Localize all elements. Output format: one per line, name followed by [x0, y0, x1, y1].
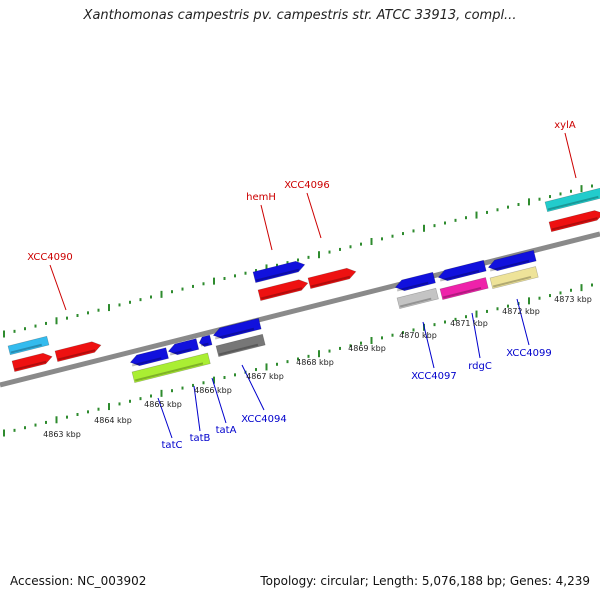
- accession-label: Accession: NC_003902: [10, 574, 147, 588]
- gene-label-tatA: tatA: [216, 425, 237, 436]
- feature-xcc4097-cds: [396, 287, 439, 310]
- gene-label-xcc4094-leader: [241, 364, 265, 411]
- feature-xcc4094-cds: [215, 333, 266, 358]
- gene-label-tatB: tatB: [190, 433, 211, 444]
- kbp-label: 4868 kbp: [296, 358, 334, 367]
- gene-label-xylA-leader: [564, 132, 577, 179]
- gene-label-xcc4097-leader: [422, 321, 435, 369]
- kbp-label: 4870 kbp: [399, 331, 437, 340]
- gene-label-xcc4090-leader: [49, 264, 67, 311]
- feature-xcc4089-cds: [11, 352, 53, 373]
- gene-label-xcc4099-leader: [516, 298, 530, 346]
- gene-label-tatB-leader: [193, 385, 201, 432]
- gene-label-xcc4094: XCC4094: [241, 414, 287, 425]
- feature-xylA-cds: [548, 210, 600, 233]
- feature-rdgC: [437, 259, 487, 282]
- feature-xcc4099-cds: [489, 266, 539, 290]
- gene-label-xcc4097: XCC4097: [411, 371, 457, 382]
- gene-label-tatC: tatC: [162, 440, 183, 451]
- gene-label-hemH: hemH: [246, 192, 276, 203]
- gene-labels: XCC4090 hemH XCC4096 xylA tatC tatB tatA XCC409…: [27, 120, 577, 451]
- kbp-label: 4873 kbp: [554, 295, 592, 304]
- gene-label-xylA: xylA: [554, 120, 576, 131]
- kbp-label: 4871 kbp: [450, 319, 488, 328]
- kbp-label: 4867 kbp: [246, 372, 284, 381]
- topology-label: Topology: circular; Length: 5,076,188 bp…: [260, 574, 590, 588]
- upper-tick-track: [3, 184, 593, 338]
- feature-xcc4090-cds: [54, 341, 102, 363]
- feature-xcc4099: [487, 249, 537, 272]
- feature-xcc4094: [212, 317, 262, 340]
- feature-xcc4089: [7, 335, 50, 356]
- gene-features: [7, 186, 600, 384]
- genome-title: Xanthomonas campestris pv. campestris st…: [83, 8, 517, 23]
- feature-xylA: [544, 186, 600, 213]
- gene-label-xcc4090: XCC4090: [27, 252, 73, 263]
- feature-tatB: [167, 338, 200, 356]
- feature-rdgC-cds: [439, 277, 489, 301]
- kbp-label: 4866 kbp: [194, 386, 232, 395]
- kbp-label: 4865 kbp: [144, 400, 182, 409]
- gene-label-rdgC: rdgC: [468, 361, 492, 372]
- gene-label-rdgC-leader: [471, 312, 481, 359]
- feature-xcc4096-cds: [307, 267, 357, 290]
- feature-tatC-cds: [131, 352, 211, 384]
- gene-label-tatC-leader: [157, 397, 173, 439]
- gene-label-xcc4096-leader: [306, 192, 322, 239]
- feature-hemH-cds: [257, 279, 309, 302]
- kbp-label: 4863 kbp: [43, 430, 81, 439]
- gene-label-tatA-leader: [211, 377, 227, 424]
- gene-label-xcc4099: XCC4099: [506, 348, 552, 359]
- gene-label-hemH-leader: [260, 204, 273, 251]
- feature-tatC: [129, 347, 169, 367]
- feature-xcc4097: [394, 271, 436, 292]
- kbp-label: 4864 kbp: [94, 416, 132, 425]
- lower-tick-track: [3, 283, 593, 437]
- kbp-scale-labels: 4863 kbp 4864 kbp 4865 kbp 4866 kbp 4867 kbp…: [43, 295, 592, 439]
- gene-label-xcc4096: XCC4096: [284, 180, 330, 191]
- feature-tatA: [198, 334, 213, 347]
- feature-hemH: [252, 260, 306, 284]
- kbp-label: 4872 kbp: [502, 307, 540, 316]
- kbp-label: 4869 kbp: [348, 344, 386, 353]
